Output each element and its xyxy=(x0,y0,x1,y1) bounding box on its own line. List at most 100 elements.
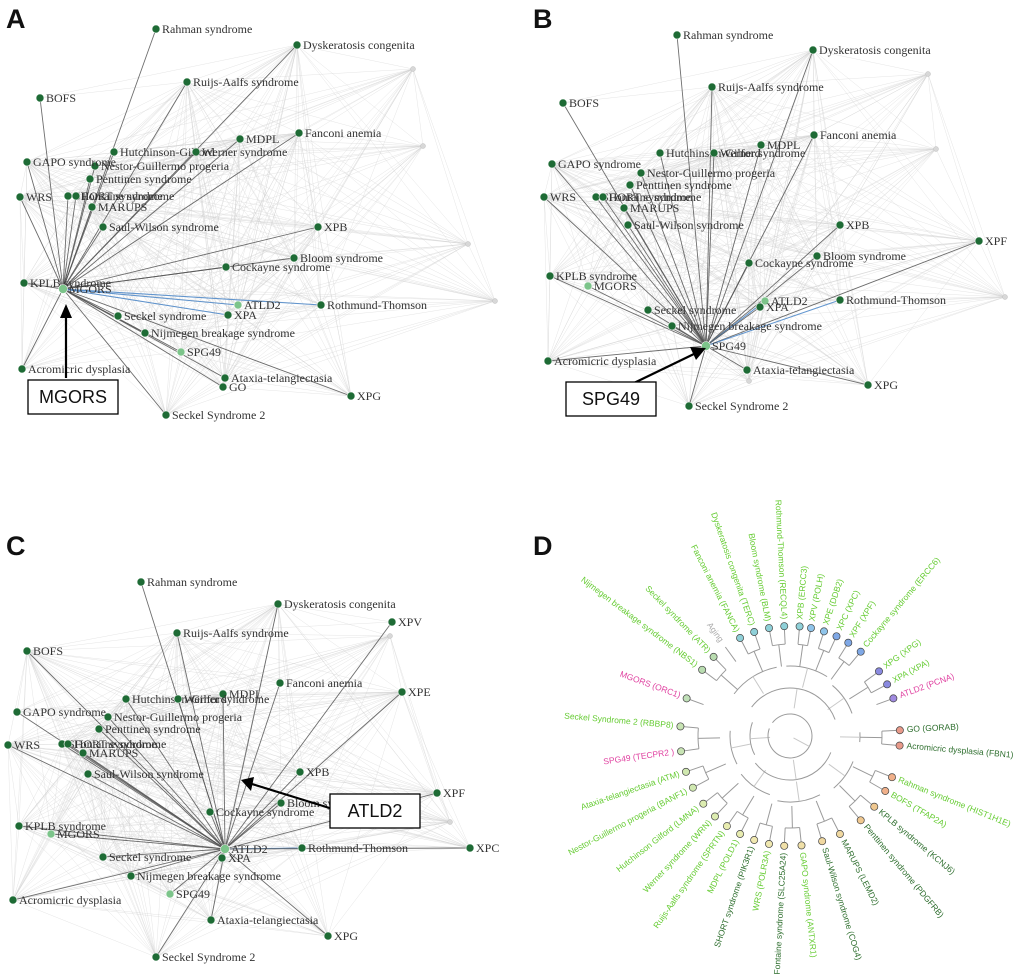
node-go[interactable] xyxy=(218,382,228,392)
node-xpb[interactable] xyxy=(313,222,323,232)
node-kplb-syndrome[interactable] xyxy=(14,821,24,831)
node-wrs[interactable] xyxy=(539,192,549,202)
node-xpa[interactable] xyxy=(755,302,765,312)
node-werner-syndrome[interactable] xyxy=(191,147,201,157)
leaf-dot-rothmund-thomson-recql4[interactable] xyxy=(780,622,789,631)
node-marups[interactable] xyxy=(87,202,97,212)
leaf-dot-werner-syndrome-wrn[interactable] xyxy=(711,812,719,821)
node-gapo-syndrome[interactable] xyxy=(12,707,22,717)
node-fanconi-anemia[interactable] xyxy=(294,128,304,138)
node-hutchinson-gilford[interactable] xyxy=(655,148,665,158)
node-saul-wilson-syndrome[interactable] xyxy=(623,220,633,230)
node-dyskeratosis-congenita[interactable] xyxy=(808,45,818,55)
node-xpc[interactable] xyxy=(465,843,475,853)
leaf-dot-bloom-syndrome-blm[interactable] xyxy=(765,624,773,632)
node-ruijs-aalfs-syndrome[interactable] xyxy=(182,77,192,87)
leaf-dot-seckel-syndrome-atr[interactable] xyxy=(709,652,718,661)
node-bofs[interactable] xyxy=(558,98,568,108)
leaf-dot-kplb-syndrome-kcnj6[interactable] xyxy=(870,802,879,811)
node-mgors[interactable] xyxy=(46,829,56,839)
node-rahman-syndrome[interactable] xyxy=(672,30,682,40)
leaf-dot-xpg-xpg[interactable] xyxy=(875,667,883,676)
node-nestor-guillermo-progeria[interactable] xyxy=(103,712,113,722)
node-wrs[interactable] xyxy=(3,740,13,750)
node-spg49[interactable] xyxy=(165,889,175,899)
node-penttinen-syndrome[interactable] xyxy=(94,724,104,734)
leaf-dot-wrs-polr3a[interactable] xyxy=(765,840,773,848)
leaf-dot-xpe-ddb2[interactable] xyxy=(820,627,828,636)
node-ataxia-telangiectasia[interactable] xyxy=(220,373,230,383)
node-werner-syndrome[interactable] xyxy=(709,148,719,158)
node-short-syndrome[interactable] xyxy=(63,191,73,201)
node-atld2[interactable] xyxy=(233,300,243,310)
leaf-dot-hutchinson-gilford-lmna[interactable] xyxy=(699,799,708,808)
node-rothmund-thomson[interactable] xyxy=(316,300,326,310)
node-ruijs-aalfs-syndrome[interactable] xyxy=(707,82,717,92)
leaf-dot-mgors-orc1[interactable] xyxy=(682,694,691,703)
node-seckel-syndrome[interactable] xyxy=(98,852,108,862)
node-nijmegen-breakage-syndrome[interactable] xyxy=(126,871,136,881)
leaf-dot-xpf-xpf[interactable] xyxy=(844,638,853,647)
leaf-dot-ruijs-aalfs-syndrome-sprtn[interactable] xyxy=(722,822,731,831)
node-hutchinson-gilford[interactable] xyxy=(109,147,119,157)
node-xpe[interactable] xyxy=(397,687,407,697)
node-mdpl[interactable] xyxy=(756,140,766,150)
node-hutchinson-gilford[interactable] xyxy=(121,694,131,704)
node-acromicric-dysplasia[interactable] xyxy=(8,895,18,905)
leaf-dot-xpv-polh[interactable] xyxy=(807,624,815,632)
leaf-dot-ataxia-telangiectasia-atm[interactable] xyxy=(682,767,690,776)
leaf-dot-fanconi-anemia-fanca[interactable] xyxy=(736,634,745,642)
node-gapo-syndrome[interactable] xyxy=(547,159,557,169)
node-rahman-syndrome[interactable] xyxy=(136,577,146,587)
node-dyskeratosis-congenita[interactable] xyxy=(292,40,302,50)
node-xpg[interactable] xyxy=(346,391,356,401)
node-atld2[interactable] xyxy=(220,844,230,854)
node-bofs[interactable] xyxy=(22,646,32,656)
node-mdpl[interactable] xyxy=(218,689,228,699)
leaf-dot-bofs-tfap2a[interactable] xyxy=(881,787,890,795)
node-bloom-syndrome[interactable] xyxy=(276,798,286,808)
node-fontaine-syndrome[interactable] xyxy=(63,739,73,749)
node-mdpl[interactable] xyxy=(235,134,245,144)
node-wrs[interactable] xyxy=(15,192,25,202)
node-rothmund-thomson[interactable] xyxy=(835,295,845,305)
node-penttinen-syndrome[interactable] xyxy=(85,174,95,184)
node-seckel-syndrome-2[interactable] xyxy=(684,401,694,411)
node-fontaine-syndrome[interactable] xyxy=(71,191,81,201)
leaf-dot-go-gorab[interactable] xyxy=(895,726,904,735)
node-ataxia-telangiectasia[interactable] xyxy=(742,365,752,375)
leaf-dot-fontaine-syndrome-slc25a24[interactable] xyxy=(780,841,789,850)
node-acromicric-dysplasia[interactable] xyxy=(17,364,27,374)
leaf-dot-dyskeratosis-congenita-terc[interactable] xyxy=(750,628,759,636)
node-rahman-syndrome[interactable] xyxy=(151,24,161,34)
node-cockayne-syndrome[interactable] xyxy=(744,258,754,268)
node-bloom-syndrome[interactable] xyxy=(289,253,299,263)
node-xpf[interactable] xyxy=(974,236,984,246)
leaf-dot-mdpl-pold1[interactable] xyxy=(736,830,745,838)
node-marups[interactable] xyxy=(78,748,88,758)
leaf-dot-saul-wilson-syndrome-cog4[interactable] xyxy=(818,837,827,846)
leaf-dot-nestor-guillermo-progeria-banf1[interactable] xyxy=(688,783,697,792)
node-marups[interactable] xyxy=(619,203,629,213)
node-seckel-syndrome-2[interactable] xyxy=(161,410,171,420)
node-werner-syndrome[interactable] xyxy=(173,694,183,704)
leaf-dot-cockayne-syndrome-ercc6[interactable] xyxy=(856,647,865,656)
node-xpa[interactable] xyxy=(223,310,233,320)
node-kplb-syndrome[interactable] xyxy=(19,278,29,288)
leaf-dot-xpb-ercc3[interactable] xyxy=(795,622,804,631)
leaf-dot-acromicric-dysplasia-fbn1[interactable] xyxy=(895,741,904,750)
node-saul-wilson-syndrome[interactable] xyxy=(83,769,93,779)
node-nestor-guillermo-progeria[interactable] xyxy=(90,161,100,171)
node-ataxia-telangiectasia[interactable] xyxy=(206,915,216,925)
node-xpv[interactable] xyxy=(387,617,397,627)
node-penttinen-syndrome[interactable] xyxy=(625,180,635,190)
node-rothmund-thomson[interactable] xyxy=(297,843,307,853)
node-cockayne-syndrome[interactable] xyxy=(205,807,215,817)
node-fontaine-syndrome[interactable] xyxy=(598,192,608,202)
node-spg49[interactable] xyxy=(176,347,186,357)
node-ruijs-aalfs-syndrome[interactable] xyxy=(172,628,182,638)
node-seckel-syndrome[interactable] xyxy=(643,305,653,315)
node-xpa[interactable] xyxy=(217,853,227,863)
node-mgors[interactable] xyxy=(583,281,593,291)
leaf-dot-marups-lemd2[interactable] xyxy=(835,830,844,838)
